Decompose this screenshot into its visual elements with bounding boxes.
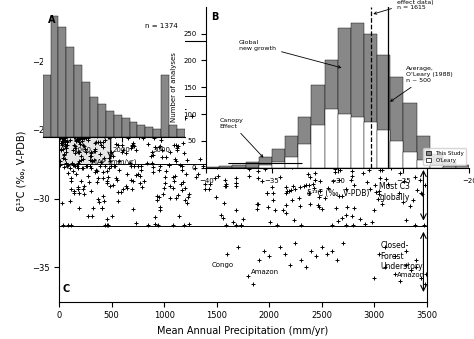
- Bar: [298, 144, 311, 168]
- Bar: [161, 75, 169, 137]
- Text: Amazon: Amazon: [251, 269, 280, 275]
- Text: C: C: [63, 284, 70, 294]
- Bar: [122, 118, 129, 137]
- Bar: [456, 165, 469, 168]
- Bar: [146, 127, 153, 137]
- Text: Dry
Ecosystems: Dry Ecosystems: [118, 118, 163, 137]
- X-axis label: Mean Annual Precipitation (mm/yr): Mean Annual Precipitation (mm/yr): [157, 326, 328, 336]
- Bar: [377, 130, 390, 168]
- Bar: [298, 117, 311, 168]
- Text: B: B: [211, 12, 219, 22]
- Bar: [337, 28, 351, 168]
- Bar: [59, 96, 112, 164]
- Text: Congo: Congo: [212, 262, 234, 268]
- Bar: [169, 125, 177, 137]
- Bar: [82, 82, 90, 137]
- Bar: [403, 152, 417, 168]
- Bar: [430, 165, 443, 168]
- Bar: [285, 136, 298, 168]
- Bar: [417, 160, 430, 168]
- Bar: [285, 157, 298, 168]
- Text: n = 1374: n = 1374: [145, 23, 178, 29]
- X-axis label: δ¹³C (‰, V-PDB): δ¹³C (‰, V-PDB): [307, 189, 369, 198]
- Y-axis label: Number of analyses: Number of analyses: [172, 52, 177, 122]
- Text: Average
(without canopy
effect data)
n = 1615: Average (without canopy effect data) n =…: [374, 0, 448, 14]
- Bar: [51, 16, 58, 137]
- Bar: [456, 167, 469, 168]
- Bar: [129, 122, 137, 137]
- Bar: [364, 34, 377, 168]
- Bar: [259, 157, 272, 168]
- Bar: [325, 60, 337, 168]
- Bar: [311, 125, 325, 168]
- Bar: [98, 104, 106, 137]
- Bar: [259, 165, 272, 168]
- Bar: [177, 129, 185, 137]
- Bar: [74, 65, 82, 137]
- Text: Closed-
Forest
Understory: Closed- Forest Understory: [381, 241, 423, 271]
- Text: Most C3
globally: Most C3 globally: [379, 182, 410, 201]
- Text: A: A: [48, 15, 56, 25]
- Bar: [206, 167, 219, 168]
- Bar: [58, 26, 66, 137]
- Bar: [390, 141, 403, 168]
- Text: Canopy
Effect: Canopy Effect: [219, 118, 263, 157]
- Bar: [153, 129, 161, 137]
- Bar: [232, 165, 246, 168]
- Bar: [246, 162, 259, 168]
- Text: Global
new growth: Global new growth: [239, 40, 341, 68]
- Bar: [311, 85, 325, 168]
- Bar: [364, 122, 377, 168]
- Text: Amazon: Amazon: [397, 272, 425, 278]
- X-axis label: MAP (mm/yr): MAP (mm/yr): [91, 159, 137, 165]
- Bar: [443, 162, 456, 168]
- Bar: [106, 111, 114, 137]
- Bar: [66, 47, 74, 137]
- Bar: [351, 23, 364, 168]
- Bar: [430, 154, 443, 168]
- Bar: [351, 117, 364, 168]
- Text: Average,
O'Leary (1988)
n ~ 500: Average, O'Leary (1988) n ~ 500: [391, 66, 453, 101]
- Legend: This Study, O'Leary: This Study, O'Leary: [423, 148, 466, 165]
- Bar: [337, 114, 351, 168]
- Bar: [90, 97, 98, 137]
- Bar: [377, 55, 390, 168]
- Bar: [43, 75, 51, 137]
- Bar: [114, 115, 122, 137]
- Y-axis label: δ¹³C (‰, V-PDB): δ¹³C (‰, V-PDB): [16, 131, 27, 212]
- Bar: [137, 125, 146, 137]
- Bar: [403, 103, 417, 168]
- Bar: [390, 77, 403, 168]
- Bar: [443, 167, 456, 168]
- Bar: [325, 109, 337, 168]
- Bar: [417, 136, 430, 168]
- Bar: [219, 166, 232, 168]
- Bar: [272, 162, 285, 168]
- Bar: [272, 149, 285, 168]
